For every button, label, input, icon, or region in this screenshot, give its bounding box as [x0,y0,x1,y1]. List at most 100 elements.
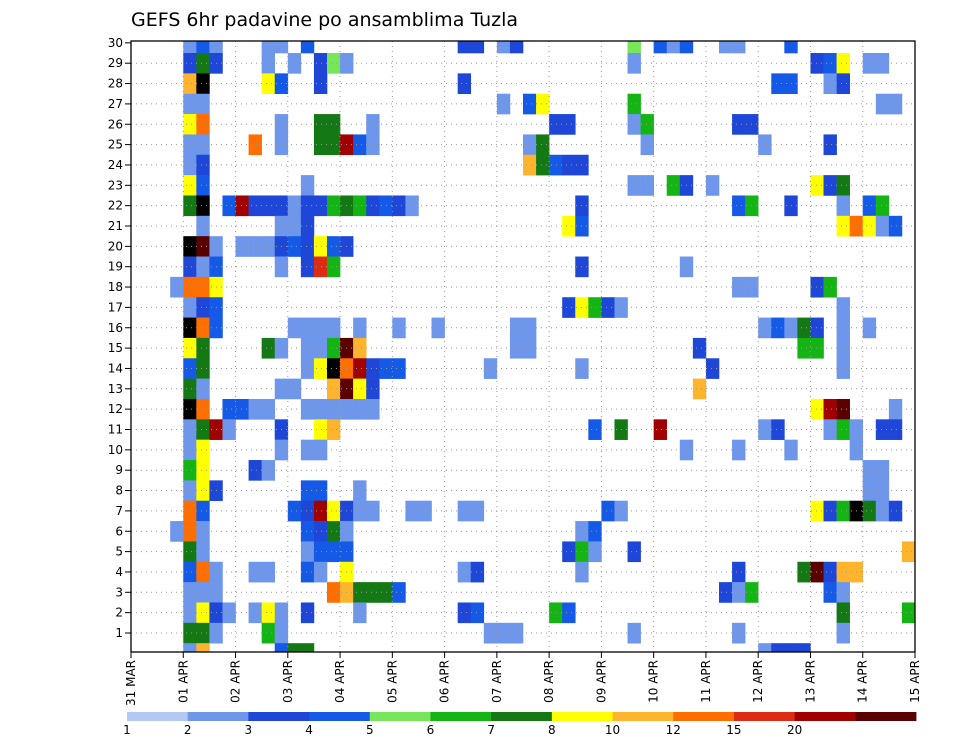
heatmap-cell [300,480,315,502]
heatmap-cell [627,175,641,196]
x-tick-label: 10 APR [647,660,661,703]
colorbar-swatch [491,712,553,721]
y-tick-label: 17 [108,300,123,314]
heatmap-cell [183,236,197,257]
heatmap-cell [327,398,341,420]
heatmap-cell [810,398,824,420]
heatmap-cell [183,195,197,217]
heatmap-cell [196,419,210,440]
y-tick-label: 10 [108,443,123,457]
heatmap-cell [327,114,341,135]
heatmap-cell [496,93,511,115]
heatmap-cell [183,419,197,440]
heatmap-cell [287,215,302,237]
heatmap-cell [327,337,341,359]
heatmap-cell [235,195,249,217]
x-tick-label: 14 APR [856,660,870,703]
x-tick-label: 08 APR [542,660,556,703]
heatmap-cell [327,256,341,278]
heatmap-cell [353,358,367,379]
y-tick-label: 12 [108,402,123,416]
heatmap-cell [666,175,681,196]
colorbar-label: 4 [305,723,313,737]
heatmap-cell [183,378,197,400]
heatmap-cell [313,561,328,583]
heatmap-cell [457,73,472,95]
heatmap-cell [679,41,694,54]
heatmap-cell [732,276,746,298]
y-tick-label: 7 [115,504,123,518]
heatmap-cell [353,500,367,522]
heatmap-cell [836,297,850,318]
heatmap-cell [875,215,890,237]
x-tick-label: 12 APR [751,660,765,703]
heatmap-cell [183,73,197,95]
heatmap-cell [562,215,576,237]
heatmap-cell [823,419,837,440]
heatmap-cell [836,195,850,217]
heatmap-cell [509,41,524,54]
heatmap-cell [327,195,341,217]
heatmap-cell [627,41,641,54]
y-tick-label: 23 [108,178,123,192]
heatmap-cell [588,297,602,318]
heatmap-cell [196,236,210,257]
heatmap-cell [287,643,302,653]
heatmap-cell [353,602,367,624]
heatmap-cell [523,134,537,156]
heatmap-cell [274,643,289,653]
heatmap-cell [183,317,197,339]
heatmap-cell [196,480,210,502]
heatmap-cell [353,480,367,502]
heatmap-cell [784,643,798,653]
y-tick-label: 22 [108,199,123,213]
heatmap-cell [823,500,837,522]
x-tick-label: 15 APR [908,660,922,703]
heatmap-cell [248,236,262,257]
heatmap-cell [732,439,746,461]
heatmap-cell [327,500,341,522]
heatmap-cell [470,41,485,54]
heatmap-cell [483,358,498,379]
heatmap-cell [313,480,328,502]
y-tick-label: 16 [108,321,123,335]
heatmap-cell [836,53,850,74]
heatmap-cell [287,500,302,522]
heatmap-cell [888,93,903,115]
colorbar-swatch [430,712,492,721]
colorbar-swatch [794,712,856,721]
heatmap-cell [836,175,850,196]
x-tick-label: 09 APR [594,660,608,703]
heatmap-cell [523,317,537,339]
heatmap-cell [797,643,811,653]
heatmap-cell [261,561,276,583]
heatmap-cell [196,134,210,156]
heatmap-cell [836,317,850,339]
x-tick-label: 31 MAR [124,660,138,706]
heatmap-cell [353,378,367,400]
heatmap-cell [313,398,328,420]
heatmap-cell [300,358,315,379]
heatmap-cell [470,561,485,583]
heatmap-cell [353,195,367,217]
heatmap-cell [313,134,328,156]
heatmap-cell [549,114,563,135]
heatmap-cell [653,419,668,440]
heatmap-cell [183,460,197,481]
heatmap-cell [196,276,210,298]
heatmap-cell [536,154,550,176]
heatmap-cell [196,317,210,339]
heatmap-cell [640,175,654,196]
x-tick-label: 02 APR [229,660,243,703]
heatmap-cell [300,41,315,54]
y-tick-label: 9 [115,463,123,477]
heatmap-cell [261,602,276,624]
heatmap-cell [248,195,262,217]
heatmap-cell [836,358,850,379]
heatmap-cell [836,337,850,359]
heatmap-cell [183,358,197,379]
heatmap-cell [379,358,393,379]
heatmap-cell [261,195,276,217]
heatmap-cell [222,419,236,440]
